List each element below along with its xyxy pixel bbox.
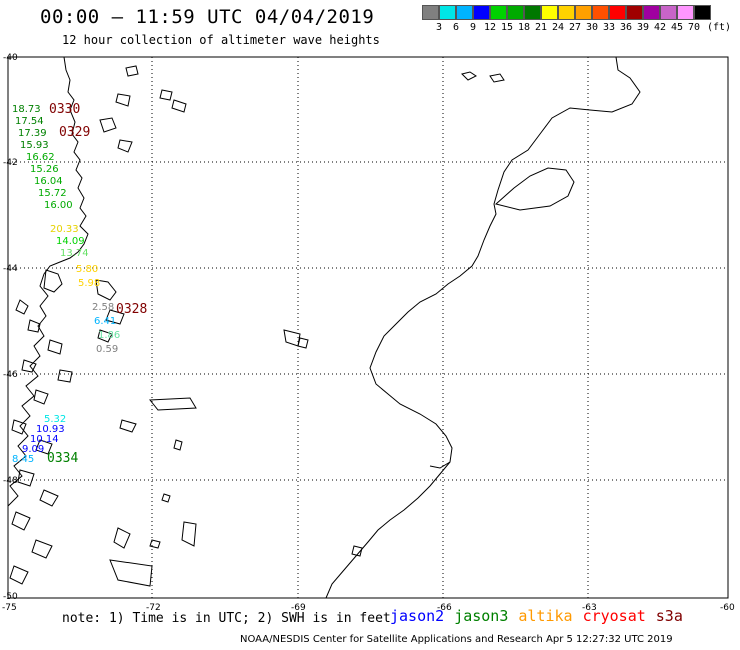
colorbar-swatch — [558, 5, 575, 20]
swh-label: 10.93 — [36, 424, 65, 435]
colorbar-swatch — [422, 5, 439, 20]
legend-item: s3a — [655, 607, 683, 625]
swh-label: 16.62 — [26, 152, 55, 163]
swh-label: 5.32 — [44, 414, 66, 425]
units-note: note: 1) Time is in UTC; 2) SWH is in fe… — [62, 611, 391, 626]
colorbar-swatch — [524, 5, 541, 20]
lat-label: -44 — [3, 264, 18, 274]
graticule — [8, 57, 728, 598]
colorbar-label: 45 — [670, 22, 684, 33]
swh-label: 10.14 — [30, 434, 59, 445]
lat-label: -46 — [3, 370, 18, 380]
pass-label: 0334 — [47, 451, 78, 466]
colorbar-swatch — [456, 5, 473, 20]
colorbar-label: 3 — [435, 22, 443, 33]
colorbar-swatch — [626, 5, 643, 20]
colorbar-swatch — [609, 5, 626, 20]
lon-label: -66 — [437, 603, 452, 613]
latitude-labels: -40 -42 -44 -46 -48 -50 — [3, 53, 18, 602]
swh-label: 5.80 — [76, 264, 98, 275]
colorbar-label: 42 — [653, 22, 667, 33]
swh-label: 16.04 — [34, 176, 63, 187]
colorbar-swatch — [473, 5, 490, 20]
map-subtitle: 12 hour collection of altimeter wave hei… — [62, 33, 380, 47]
colorbar-swatch — [490, 5, 507, 20]
coastline-chile — [7, 56, 89, 585]
swh-label: 2.58 — [92, 302, 114, 313]
map-title: 00:00 – 11:59 UTC 04/04/2019 — [40, 6, 375, 28]
colorbar-label: 9 — [469, 22, 477, 33]
longitude-labels: -75 -72 -69 -66 -63 -60 — [2, 603, 735, 613]
inland-lakes — [95, 65, 363, 587]
swh-label: 15.26 — [30, 164, 59, 175]
colorbar-label: 12 — [483, 22, 497, 33]
legend-item: altika — [518, 607, 573, 625]
swh-label: 18.73 — [12, 104, 41, 115]
colorbar-swatch — [575, 5, 592, 20]
colorbar-label: 39 — [636, 22, 650, 33]
colorbar-swatch — [507, 5, 524, 20]
pass-label: 0328 — [116, 302, 147, 317]
pass-label: 0330 — [49, 102, 80, 117]
swh-label: 1.86 — [98, 330, 120, 341]
colorbar-swatch — [592, 5, 609, 20]
pass-label: 0329 — [59, 125, 90, 140]
lat-label: -42 — [3, 158, 18, 168]
swh-label: 15.72 — [38, 188, 67, 199]
colorbar-swatch — [541, 5, 558, 20]
swh-label: 15.93 — [20, 140, 49, 151]
swh-labels: 18.7317.5417.3915.9316.6215.2616.0415.72… — [12, 104, 120, 465]
colorbar-swatch — [694, 5, 711, 20]
footer-credit: NOAA/NESDIS Center for Satellite Applica… — [240, 634, 673, 645]
lon-label: -63 — [582, 603, 597, 613]
colorbar-label: 24 — [551, 22, 565, 33]
swh-label: 9.09 — [22, 444, 44, 455]
colorbar-label: 27 — [568, 22, 582, 33]
colorbar-label: 36 — [619, 22, 633, 33]
swh-label: 8.45 — [12, 454, 34, 465]
swh-label: 16.00 — [44, 200, 73, 211]
pass-labels: 0330 0329 0328 0334 — [47, 102, 147, 466]
legend-item: jason3 — [454, 607, 509, 625]
lat-label: -48 — [3, 476, 18, 486]
colorbar-label: 15 — [500, 22, 514, 33]
coastline-argentina — [325, 56, 641, 599]
colorbar-swatch — [439, 5, 456, 20]
swh-label: 6.41 — [94, 316, 116, 327]
satellite-legend: jason2 jason3 altika cryosat s3a — [390, 607, 693, 625]
colorbar-label: 33 — [602, 22, 616, 33]
colorbar-label: 21 — [534, 22, 548, 33]
swh-label: 20.33 — [50, 224, 79, 235]
colorbar-label: 30 — [585, 22, 599, 33]
swh-label: 17.39 — [18, 128, 47, 139]
lon-label: -69 — [291, 603, 306, 613]
lon-label: -60 — [720, 603, 735, 613]
legend-item: cryosat — [582, 607, 646, 625]
swh-label: 14.09 — [56, 236, 85, 247]
lat-label: -40 — [3, 53, 18, 63]
map-frame — [7, 56, 729, 599]
swh-label: 5.98 — [78, 278, 100, 289]
colorbar-label: 70 — [687, 22, 701, 33]
colorbar-swatch — [660, 5, 677, 20]
colorbar-unit: (ft) — [706, 22, 732, 33]
swh-label: 0.59 — [96, 344, 118, 355]
swh-label: 17.54 — [15, 116, 44, 127]
legend-item: jason2 — [390, 607, 445, 625]
colorbar-swatch — [677, 5, 694, 20]
colorbar-swatch — [643, 5, 660, 20]
lon-label: -72 — [146, 603, 161, 613]
lat-label: -50 — [3, 592, 18, 602]
swh-label: 13.74 — [60, 248, 89, 259]
lon-label: -75 — [2, 603, 17, 613]
colorbar-label: 6 — [452, 22, 460, 33]
colorbar-label: 18 — [517, 22, 531, 33]
